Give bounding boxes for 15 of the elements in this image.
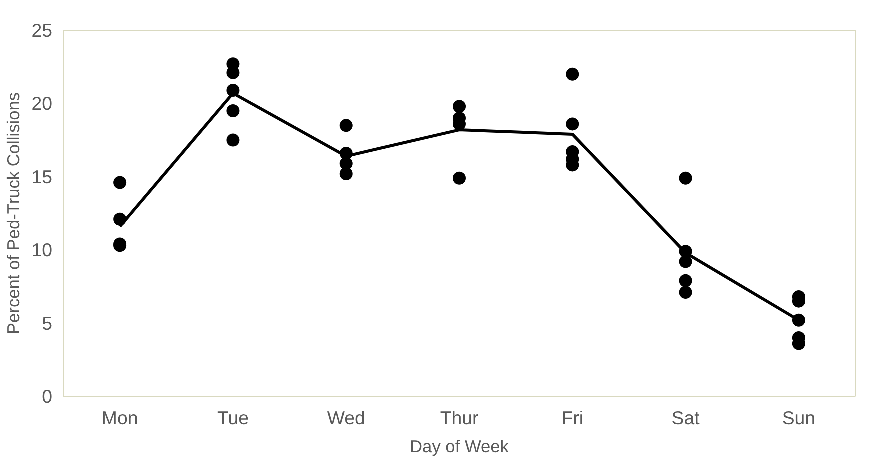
x-tick-label: Mon <box>102 408 138 428</box>
x-tick-label: Thur <box>440 408 479 428</box>
y-tick-label: 0 <box>42 386 53 407</box>
y-tick-label: 25 <box>32 20 53 41</box>
y-tick-label: 20 <box>32 93 53 114</box>
x-tick-label: Fri <box>562 408 584 428</box>
y-axis-title: Percent of Ped-Truck Collisions <box>4 92 24 335</box>
y-tick-label: 5 <box>42 312 53 334</box>
x-tick-label: Sat <box>672 408 701 428</box>
x-tick-label: Wed <box>327 408 366 428</box>
x-axis-title: Day of Week <box>410 436 510 456</box>
y-tick-label: 10 <box>32 240 53 261</box>
x-tick-label: Sun <box>782 408 816 428</box>
y-tick-label: 15 <box>32 166 53 188</box>
x-tick-label: Tue <box>217 408 249 428</box>
